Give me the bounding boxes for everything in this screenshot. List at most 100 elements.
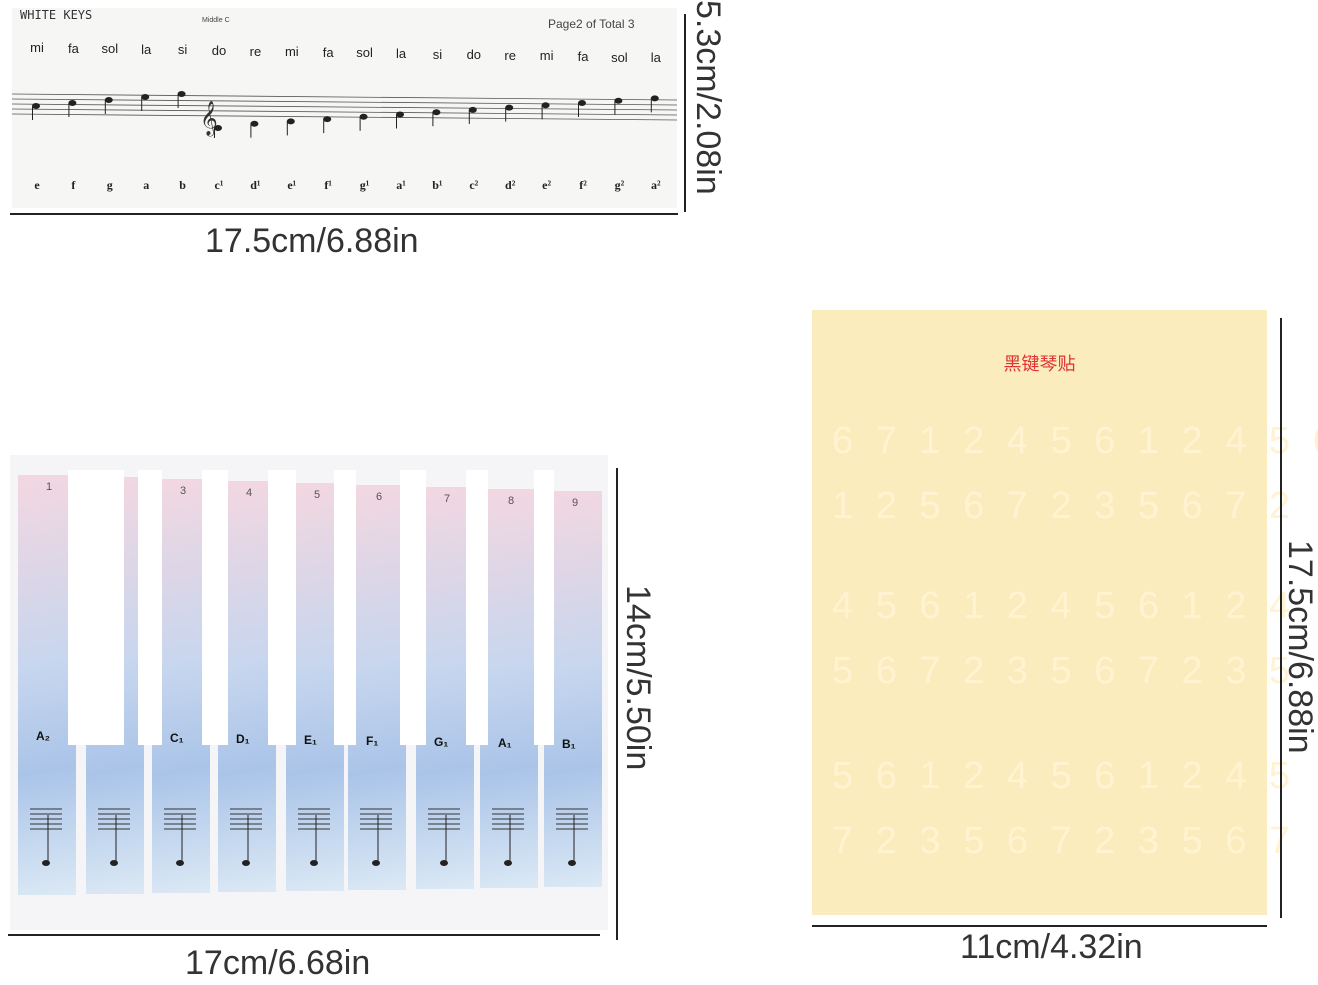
number-row: 5 6 7 2 3 5 6 7 2 3 5 — [832, 650, 1297, 692]
key-sticker — [18, 475, 76, 895]
middle-c-label: Middle C — [202, 17, 230, 24]
key-number: 8 — [508, 495, 515, 507]
note-label: e² — [542, 178, 552, 192]
staff-line — [12, 93, 677, 101]
strip-height-label: 5.3cm/2.08in — [689, 0, 727, 195]
page-label: Page2 of Total 3 — [548, 17, 635, 31]
white-gap — [202, 470, 228, 745]
key-name: A₂ — [36, 729, 50, 743]
note-head — [541, 102, 550, 109]
note-label: f¹ — [324, 178, 332, 192]
solfege-label: la — [141, 41, 152, 57]
width-arrow — [10, 213, 678, 215]
solfege-label: la — [650, 50, 661, 66]
solfege-label: do — [466, 47, 482, 63]
note-head — [359, 113, 368, 120]
white-gap — [138, 470, 162, 745]
sheet-title: 黑键琴贴 — [1003, 354, 1076, 375]
note-label: g² — [614, 178, 625, 192]
solfege-label: fa — [577, 49, 589, 64]
bass-staff — [360, 808, 392, 866]
key-name: C₁ — [170, 731, 184, 745]
note-head — [396, 111, 404, 118]
key-name: D₁ — [236, 732, 250, 746]
sheet-width-label: 17cm/6.68in — [185, 944, 371, 982]
yellow-height-label: 17.5cm/6.88in — [1281, 540, 1318, 754]
note-head — [323, 116, 332, 123]
key-name: B₁ — [562, 737, 576, 751]
key-name: E₁ — [304, 733, 317, 747]
note-head — [614, 97, 623, 104]
staff-line — [12, 103, 677, 111]
note-label: e¹ — [287, 178, 297, 192]
white-keys-sticker-strip: WHITE KEYS Middle C Page2 of Total 3 mi f… — [12, 8, 677, 208]
white-gap — [400, 470, 426, 745]
bass-staff — [98, 808, 130, 866]
note-head — [286, 118, 295, 125]
note-label: a — [143, 178, 150, 192]
solfege-label: si — [432, 46, 443, 62]
key-sticker — [348, 485, 406, 890]
key-number: 9 — [572, 497, 579, 509]
white-gap — [534, 470, 554, 745]
solfege-label: mi — [539, 48, 554, 64]
key-number: 6 — [376, 491, 383, 503]
key-name: A₁ — [498, 736, 512, 750]
note-label: c² — [469, 178, 479, 192]
bass-staff — [556, 808, 588, 866]
key-number: 3 — [180, 485, 187, 497]
note-label: f² — [579, 178, 587, 192]
staff-line — [12, 113, 677, 121]
solfege-label: sol — [356, 45, 373, 61]
note-head — [578, 100, 586, 106]
solfege-label: re — [504, 47, 516, 63]
number-row: 1 2 5 6 7 2 3 5 6 7 2 — [832, 485, 1297, 527]
key-name: G₁ — [434, 735, 449, 749]
note-head — [214, 125, 222, 131]
solfege-label: sol — [611, 49, 628, 65]
solfege-label: fa — [67, 40, 79, 56]
solfege-label: sol — [101, 41, 119, 57]
key-number: 5 — [314, 489, 321, 501]
note-head — [177, 91, 186, 97]
note-label: f — [71, 178, 76, 192]
bass-staff — [164, 808, 196, 866]
key-number: 7 — [444, 493, 451, 505]
width-arrow — [8, 934, 600, 936]
black-key-sticker-sheet: 黑键琴贴 6 7 1 2 4 5 6 1 2 4 5 6 1 2 5 6 7 2… — [812, 310, 1318, 915]
key-number: 1 — [46, 481, 53, 493]
note-head — [432, 109, 441, 116]
solfege-label: la — [395, 46, 407, 61]
bass-staff — [428, 808, 460, 866]
key-number: 4 — [246, 487, 253, 499]
number-row: 5 6 1 2 4 5 6 1 2 4 5 — [832, 755, 1297, 797]
note-head — [505, 104, 514, 111]
note-label: b¹ — [432, 178, 443, 192]
note-head — [250, 120, 259, 127]
note-head — [104, 97, 113, 103]
note-label: e — [34, 178, 40, 192]
key-name: F₁ — [366, 734, 379, 748]
staff-line — [12, 108, 677, 116]
white-gap — [334, 470, 356, 745]
note-head — [141, 94, 150, 100]
solfege-label: mi — [30, 40, 44, 55]
solfege-label: fa — [322, 44, 334, 60]
note-head — [650, 95, 659, 102]
number-row: 6 7 1 2 4 5 6 1 2 4 5 6 — [832, 420, 1318, 462]
note-head — [32, 103, 40, 109]
bass-staff — [30, 808, 62, 866]
solfege-label: mi — [284, 44, 299, 60]
white-gap — [466, 470, 488, 745]
width-arrow — [812, 925, 1267, 927]
solfege-label: si — [177, 42, 188, 58]
note-head — [68, 100, 77, 106]
bass-staff — [298, 808, 330, 866]
strip-title: WHITE KEYS — [20, 8, 93, 22]
key-sticker — [480, 489, 538, 888]
note-label: g¹ — [359, 178, 370, 192]
number-row: 7 2 3 5 6 7 2 3 5 6 7 — [832, 820, 1297, 862]
staff-line — [12, 98, 677, 106]
note-label: d¹ — [250, 178, 261, 192]
height-arrow — [1280, 318, 1282, 918]
